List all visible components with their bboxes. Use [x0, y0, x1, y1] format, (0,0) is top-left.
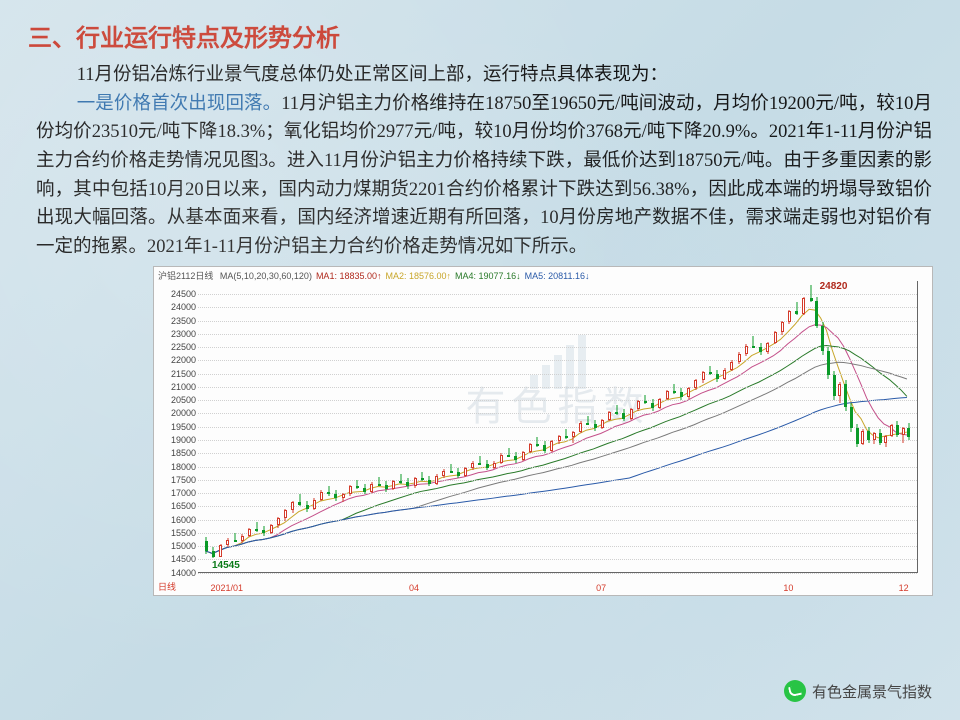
watermark-bars-icon	[530, 335, 586, 389]
y-tick-label: 15500	[156, 528, 196, 538]
y-tick-label: 22500	[156, 342, 196, 352]
y-tick-label: 19500	[156, 422, 196, 432]
y-tick-label: 17500	[156, 475, 196, 485]
y-tick-label: 19000	[156, 435, 196, 445]
body-text: 11月份铝冶炼行业景气度总体仍处正常区间上部，运行特点具体表现为： 一是价格首次…	[36, 61, 932, 262]
y-tick-label: 24500	[156, 289, 196, 299]
y-tick-label: 22000	[156, 355, 196, 365]
y-tick-label: 16000	[156, 515, 196, 525]
peak-label: 24820	[820, 281, 848, 292]
source-label: 有色金属景气指数	[812, 681, 932, 702]
low-label: 14545	[212, 560, 240, 571]
intro-line: 11月份铝冶炼行业景气度总体仍处正常区间上部，运行特点具体表现为：	[36, 61, 932, 90]
y-tick-label: 21500	[156, 369, 196, 379]
x-tick-label: 04	[409, 583, 419, 593]
chart-title: 沪铝2112日线	[158, 271, 213, 281]
x-tick-label: 2021/01	[211, 583, 244, 593]
y-tick-label: 21000	[156, 382, 196, 392]
chart-plot-area: 有色指数 24820 14545	[198, 281, 918, 573]
y-tick-label: 20000	[156, 408, 196, 418]
x-axis-title: 日线	[158, 580, 176, 593]
price-chart: 沪铝2112日线 MA(5,10,20,30,60,120)MA1: 18835…	[153, 266, 933, 596]
y-tick-label: 18500	[156, 448, 196, 458]
y-tick-label: 17000	[156, 488, 196, 498]
y-tick-label: 15000	[156, 541, 196, 551]
para-body: 11月沪铝主力价格维持在18750至19650元/吨间波动，月均价19200元/…	[36, 94, 932, 257]
lead-phrase: 一是价格首次出现回落。	[77, 94, 282, 114]
paragraph-1: 一是价格首次出现回落。11月沪铝主力价格维持在18750至19650元/吨间波动…	[36, 90, 932, 262]
y-tick-label: 23000	[156, 329, 196, 339]
y-tick-label: 18000	[156, 462, 196, 472]
y-tick-label: 24000	[156, 302, 196, 312]
y-tick-label: 16500	[156, 501, 196, 511]
x-tick-label: 07	[596, 583, 606, 593]
section-heading: 三、行业运行特点及形势分析	[28, 18, 932, 53]
y-tick-label: 14000	[156, 568, 196, 578]
source-badge: 有色金属景气指数	[784, 680, 932, 702]
x-tick-label: 10	[783, 583, 793, 593]
wechat-icon	[784, 680, 806, 702]
x-tick-label: 12	[899, 583, 909, 593]
watermark-text: 有色指数	[466, 374, 650, 432]
y-tick-label: 20500	[156, 395, 196, 405]
y-tick-label: 14500	[156, 554, 196, 564]
y-tick-label: 23500	[156, 316, 196, 326]
ma-legend: MA(5,10,20,30,60,120)MA1: 18835.00↑MA2: …	[216, 271, 590, 281]
